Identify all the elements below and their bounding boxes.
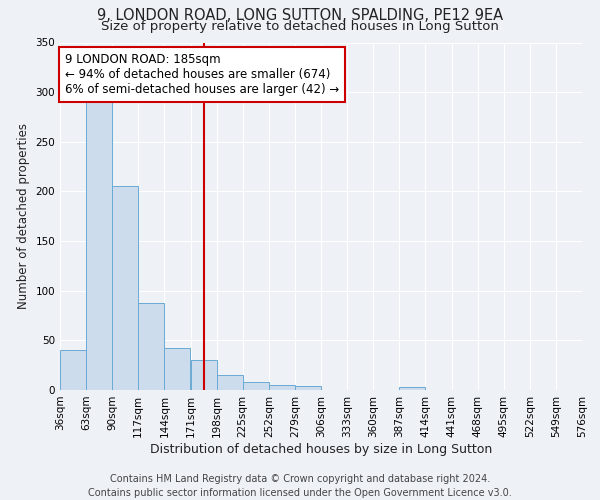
Text: Size of property relative to detached houses in Long Sutton: Size of property relative to detached ho… <box>101 20 499 33</box>
Bar <box>164 348 190 390</box>
Bar <box>60 350 86 390</box>
Bar <box>242 382 269 390</box>
Bar <box>400 387 425 390</box>
Bar <box>191 360 217 390</box>
Text: 9, LONDON ROAD, LONG SUTTON, SPALDING, PE12 9EA: 9, LONDON ROAD, LONG SUTTON, SPALDING, P… <box>97 8 503 22</box>
Bar <box>269 385 295 390</box>
Y-axis label: Number of detached properties: Number of detached properties <box>17 123 30 309</box>
Bar <box>112 186 139 390</box>
Bar <box>139 302 164 390</box>
X-axis label: Distribution of detached houses by size in Long Sutton: Distribution of detached houses by size … <box>150 442 492 456</box>
Bar <box>217 375 243 390</box>
Bar <box>86 102 112 390</box>
Text: Contains HM Land Registry data © Crown copyright and database right 2024.
Contai: Contains HM Land Registry data © Crown c… <box>88 474 512 498</box>
Bar <box>295 386 321 390</box>
Text: 9 LONDON ROAD: 185sqm
← 94% of detached houses are smaller (674)
6% of semi-deta: 9 LONDON ROAD: 185sqm ← 94% of detached … <box>65 53 340 96</box>
